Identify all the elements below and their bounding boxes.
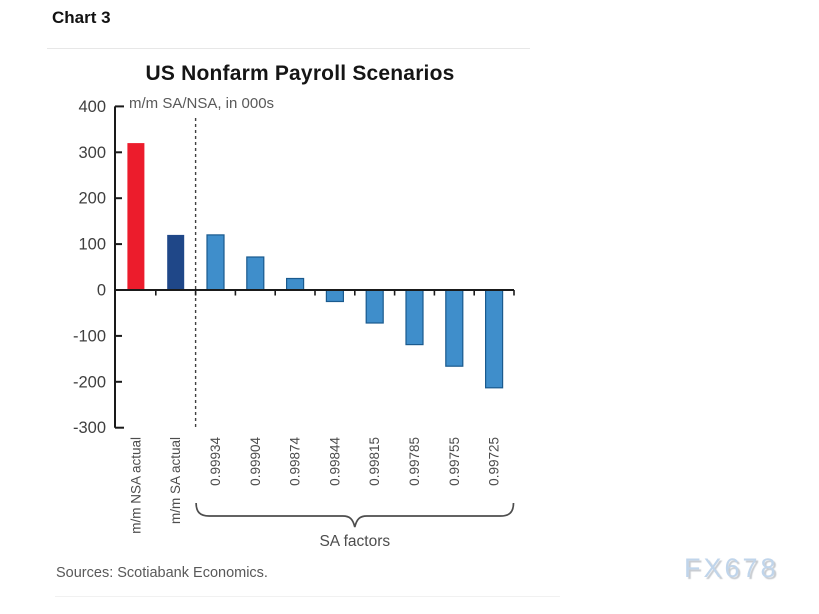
y-tick-label--200: -200 [73, 373, 106, 391]
y-tick-label-100: 100 [78, 236, 106, 254]
category-label-0.99725: 0.99725 [487, 437, 502, 486]
category-label-0.99785: 0.99785 [407, 437, 422, 486]
bar-0.99725 [485, 289, 504, 389]
bar-m-m-sa-actual [167, 234, 185, 290]
bar-0.99844 [325, 289, 344, 303]
category-label-0.99934: 0.99934 [208, 437, 223, 486]
y-tick-label-200: 200 [78, 190, 106, 208]
y-tick-label-300: 300 [78, 144, 106, 162]
watermark-fx678: FX678 [684, 553, 779, 583]
chart-subtitle: m/m SA/NSA, in 000s [129, 95, 275, 112]
bar-0.99874 [286, 277, 305, 291]
category-label-0.99874: 0.99874 [288, 437, 303, 486]
bar-0.99755 [445, 289, 464, 367]
top-divider [47, 48, 530, 49]
category-label-m-m-sa-actual: m/m SA actual [168, 437, 183, 524]
bar-0.99785 [405, 289, 424, 346]
category-label-0.99815: 0.99815 [367, 437, 382, 486]
chart-title: US Nonfarm Payroll Scenarios [145, 62, 455, 85]
y-tick-label--300: -300 [73, 419, 106, 437]
category-label-0.99755: 0.99755 [447, 437, 462, 486]
sa-factors-group-label: SA factors [319, 533, 390, 550]
chart-number-label: Chart 3 [52, 8, 111, 27]
category-label-m-m-nsa-actual: m/m NSA actual [128, 437, 143, 534]
category-label-0.99844: 0.99844 [327, 437, 342, 486]
bottom-divider [55, 596, 560, 597]
sources-note: Sources: Scotiabank Economics. [56, 565, 268, 581]
bar-0.99815 [365, 289, 384, 324]
sa-factors-brace [195, 502, 515, 528]
y-tick-label-0: 0 [97, 282, 106, 300]
y-tick-label-400: 400 [78, 98, 106, 116]
bar-0.99934 [206, 234, 225, 291]
category-label-0.99904: 0.99904 [248, 437, 263, 486]
y-tick-label--100: -100 [73, 327, 106, 345]
bar-m-m-nsa-actual [127, 143, 145, 290]
bar-0.99904 [246, 256, 265, 291]
